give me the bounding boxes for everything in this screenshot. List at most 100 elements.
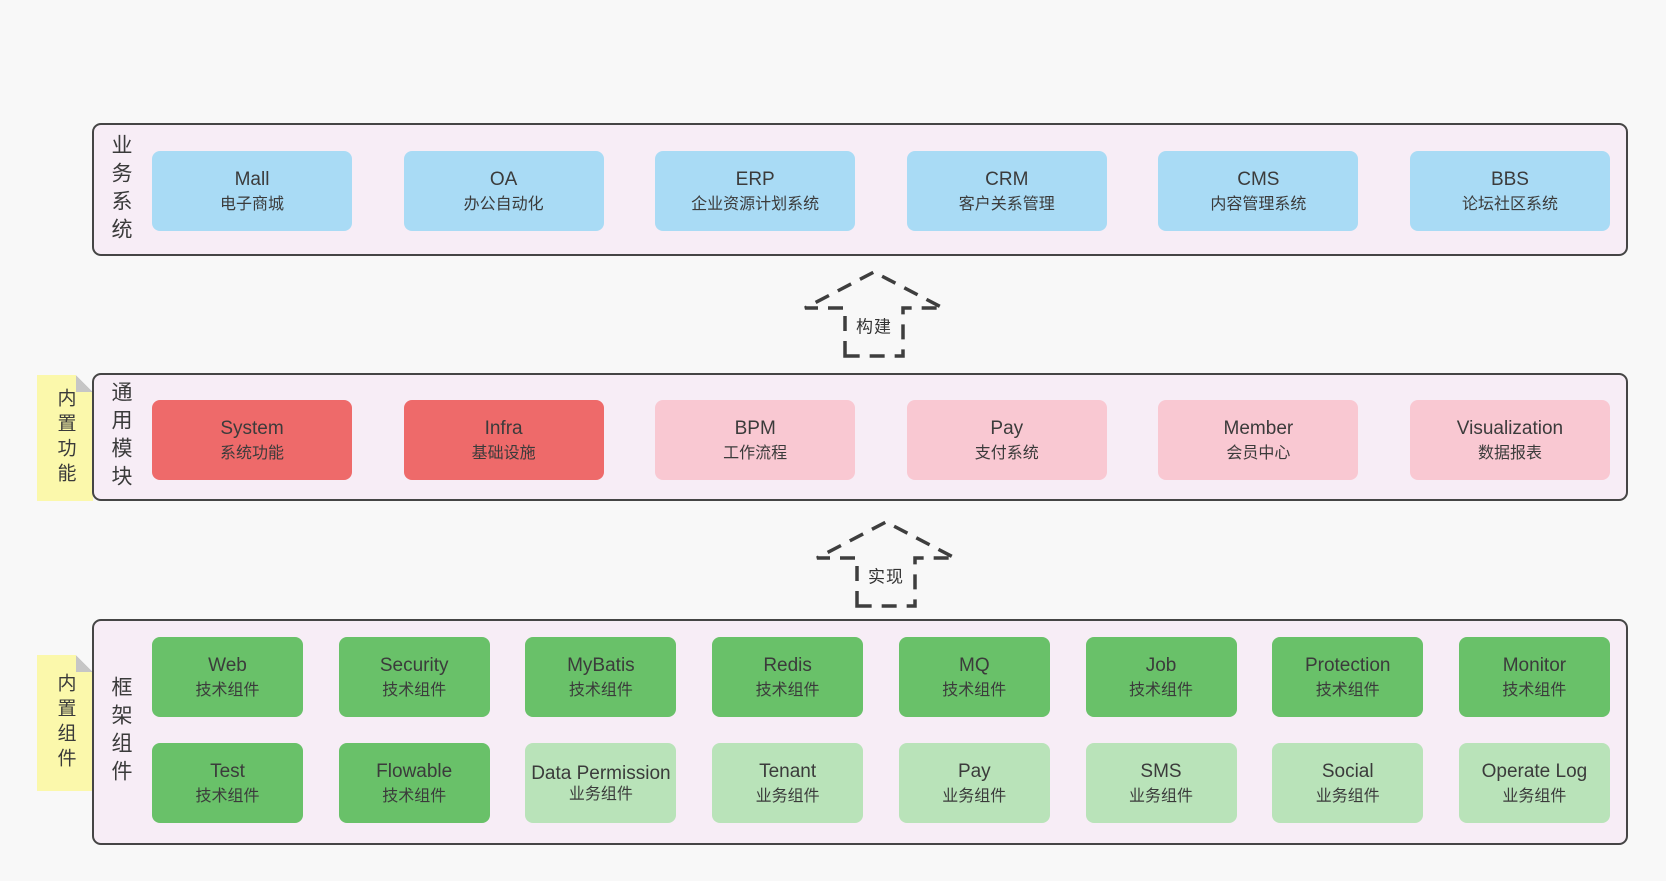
box-subtitle: 工作流程 bbox=[723, 445, 788, 463]
sticky-note-built-in-functions: 内置功能 bbox=[37, 375, 93, 501]
box-visualization: Visualization 数据报表 bbox=[1409, 400, 1610, 480]
box-title: BPM bbox=[734, 417, 776, 439]
common-modules-container: 通用模块 System 系统功能 Infra 基础设施 BPM 工作流程 Pay… bbox=[92, 373, 1628, 501]
box-job: Job 技术组件 bbox=[1085, 637, 1237, 717]
box-infra: Infra 基础设施 bbox=[403, 400, 604, 480]
box-title: Operate Log bbox=[1481, 760, 1588, 782]
box-subtitle: 技术组件 bbox=[1502, 682, 1567, 700]
box-subtitle: 企业资源计划系统 bbox=[691, 196, 820, 214]
framework-components-container: 框架组件 Web 技术组件 Security 技术组件 MyBatis 技术组件… bbox=[92, 619, 1628, 845]
box-title: CRM bbox=[985, 168, 1029, 190]
box-subtitle: 数据报表 bbox=[1477, 445, 1542, 463]
box-erp: ERP 企业资源计划系统 bbox=[655, 151, 856, 231]
box-subtitle: 业务组件 bbox=[1129, 788, 1194, 806]
box-cms: CMS 内容管理系统 bbox=[1158, 151, 1359, 231]
box-mybatis: MyBatis 技术组件 bbox=[525, 637, 677, 717]
box-subtitle: 业务组件 bbox=[942, 788, 1007, 806]
sticky-note-label: 内置功能 bbox=[54, 388, 76, 488]
box-title: Job bbox=[1145, 654, 1177, 676]
box-member: Member 会员中心 bbox=[1158, 400, 1359, 480]
box-title: MQ bbox=[959, 654, 990, 676]
box-title: Pay bbox=[957, 760, 991, 782]
box-subtitle: 业务组件 bbox=[1315, 788, 1380, 806]
box-mall: Mall 电子商城 bbox=[152, 151, 352, 231]
box-subtitle: 系统功能 bbox=[219, 445, 284, 463]
box-oa: OA 办公自动化 bbox=[403, 151, 604, 231]
section-label-business-systems: 业务系统 bbox=[109, 133, 132, 246]
box-title: Infra bbox=[484, 417, 523, 439]
box-subtitle: 技术组件 bbox=[942, 682, 1007, 700]
box-title: ERP bbox=[735, 168, 775, 190]
box-subtitle: 业务组件 bbox=[1502, 788, 1567, 806]
box-bbs: BBS 论坛社区系统 bbox=[1409, 151, 1610, 231]
box-subtitle: 技术组件 bbox=[382, 682, 447, 700]
box-title: Protection bbox=[1304, 654, 1391, 676]
box-system: System 系统功能 bbox=[152, 400, 352, 480]
up-arrow-implement: 实现 bbox=[813, 518, 959, 608]
box-crm: CRM 客户关系管理 bbox=[906, 151, 1107, 231]
framework-components-row-1: Web 技术组件 Security 技术组件 MyBatis 技术组件 Redi… bbox=[152, 637, 1610, 717]
box-title: Mall bbox=[234, 168, 270, 190]
box-title: Test bbox=[210, 760, 245, 782]
box-title: CMS bbox=[1237, 168, 1280, 190]
dashed-up-arrow-icon bbox=[816, 520, 956, 608]
box-title: Flowable bbox=[376, 760, 453, 782]
box-flowable: Flowable 技术组件 bbox=[338, 743, 490, 823]
box-subtitle: 电子商城 bbox=[219, 196, 284, 214]
up-arrow-build: 构建 bbox=[801, 268, 947, 358]
box-title: Security bbox=[379, 654, 449, 676]
box-web: Web 技术组件 bbox=[152, 637, 303, 717]
box-social: Social 业务组件 bbox=[1272, 743, 1424, 823]
box-title: SMS bbox=[1140, 760, 1182, 782]
box-title: Data Permission bbox=[531, 762, 671, 784]
framework-components-row-2: Test 技术组件 Flowable 技术组件 Data Permission … bbox=[152, 743, 1610, 823]
box-subtitle: 客户关系管理 bbox=[958, 196, 1055, 214]
box-subtitle: 技术组件 bbox=[382, 788, 447, 806]
box-title: Tenant bbox=[759, 760, 817, 782]
box-title: Social bbox=[1321, 760, 1374, 782]
box-title: Monitor bbox=[1502, 654, 1567, 676]
box-pay-system: Pay 支付系统 bbox=[906, 400, 1107, 480]
box-subtitle: 办公自动化 bbox=[463, 196, 544, 214]
box-title: System bbox=[220, 417, 284, 439]
box-title: Member bbox=[1223, 417, 1294, 439]
sticky-note-label: 内置组件 bbox=[54, 673, 76, 773]
box-subtitle: 论坛社区系统 bbox=[1461, 196, 1558, 214]
box-subtitle: 技术组件 bbox=[568, 682, 633, 700]
box-bpm: BPM 工作流程 bbox=[655, 400, 856, 480]
business-systems-row: Mall 电子商城 OA 办公自动化 ERP 企业资源计划系统 CRM 客户关系… bbox=[152, 151, 1610, 231]
box-mq: MQ 技术组件 bbox=[898, 637, 1050, 717]
box-subtitle: 支付系统 bbox=[974, 445, 1039, 463]
section-label-common-modules: 通用模块 bbox=[109, 381, 132, 493]
box-subtitle: 技术组件 bbox=[195, 788, 260, 806]
box-title: Pay bbox=[990, 417, 1024, 439]
box-title: BBS bbox=[1490, 168, 1529, 190]
box-security: Security 技术组件 bbox=[338, 637, 490, 717]
box-test: Test 技术组件 bbox=[152, 743, 303, 823]
common-modules-row: System 系统功能 Infra 基础设施 BPM 工作流程 Pay 支付系统… bbox=[152, 400, 1610, 480]
section-label-framework-components: 框架组件 bbox=[109, 676, 132, 788]
box-operate-log: Operate Log 业务组件 bbox=[1458, 743, 1610, 823]
box-title: MyBatis bbox=[567, 654, 635, 676]
sticky-note-built-in-components: 内置组件 bbox=[37, 655, 93, 791]
box-subtitle: 技术组件 bbox=[1315, 682, 1380, 700]
box-title: Web bbox=[208, 654, 247, 676]
box-title: Redis bbox=[763, 654, 812, 676]
box-subtitle: 基础设施 bbox=[471, 445, 536, 463]
box-subtitle: 技术组件 bbox=[755, 682, 820, 700]
box-data-permission: Data Permission 业务组件 bbox=[525, 743, 677, 823]
box-title: Visualization bbox=[1456, 417, 1564, 439]
box-tenant: Tenant 业务组件 bbox=[712, 743, 864, 823]
box-subtitle: 技术组件 bbox=[195, 682, 260, 700]
arrow-label-build: 构建 bbox=[854, 312, 894, 338]
box-protection: Protection 技术组件 bbox=[1272, 637, 1424, 717]
box-subtitle: 会员中心 bbox=[1226, 445, 1291, 463]
box-subtitle: 业务组件 bbox=[755, 788, 820, 806]
dashed-up-arrow-icon bbox=[804, 270, 944, 358]
box-monitor: Monitor 技术组件 bbox=[1458, 637, 1610, 717]
box-subtitle: 内容管理系统 bbox=[1210, 196, 1307, 214]
arrow-label-implement: 实现 bbox=[866, 562, 906, 588]
box-redis: Redis 技术组件 bbox=[712, 637, 864, 717]
box-title: OA bbox=[489, 168, 518, 190]
box-subtitle: 技术组件 bbox=[1129, 682, 1194, 700]
